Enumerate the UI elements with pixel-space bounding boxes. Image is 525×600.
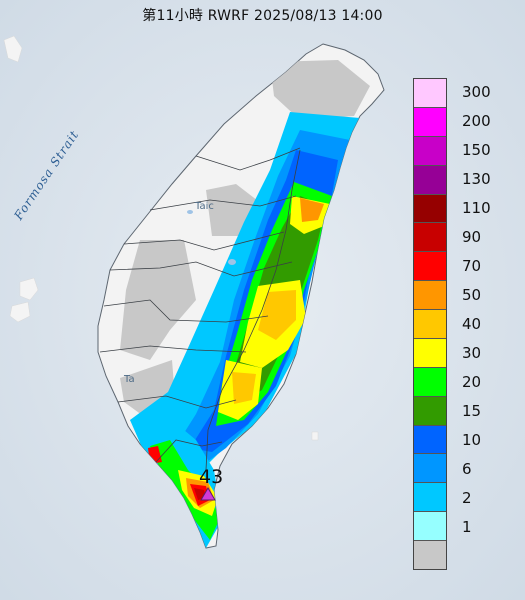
legend-swatch: [414, 165, 446, 195]
rain-cell-gray-central: [120, 240, 196, 360]
legend-swatch: [414, 107, 446, 137]
legend-swatch: [414, 194, 446, 224]
legend-swatch: [414, 483, 446, 513]
rain-cell-orange-b: [232, 372, 256, 404]
boundary-line: [103, 299, 269, 323]
boundary-line: [195, 147, 301, 171]
legend-label: [462, 541, 512, 570]
penghu-island-north: [19, 277, 39, 301]
rainfall-overlay: [120, 60, 370, 548]
legend-swatch: [414, 425, 446, 455]
legend-swatch: [414, 396, 446, 426]
place-label-taichung: Taic: [195, 201, 214, 212]
legend-swatch: [414, 454, 446, 484]
map-title: 第11小時 RWRF 2025/08/13 14:00: [142, 8, 383, 24]
county-boundaries: [99, 147, 301, 471]
boundary-line: [155, 439, 223, 463]
reservoir: [187, 210, 193, 214]
legend-label: 50: [462, 286, 482, 305]
boundary-line: [99, 345, 247, 353]
legend-swatch: [414, 252, 446, 282]
rain-cell-orange-c: [300, 198, 324, 222]
legend-swatch: [414, 79, 446, 108]
place-label-tainan: Ta: [124, 374, 135, 385]
legend-label: 300: [462, 83, 491, 102]
legend-label: 2: [462, 488, 472, 507]
rain-cell-orange-a: [258, 290, 296, 340]
boundary-line: [205, 149, 301, 471]
peak-rainfall-value: 43: [199, 466, 224, 488]
matsu-island: [3, 35, 23, 63]
green-island: [311, 431, 319, 441]
legend-swatch: [414, 223, 446, 253]
offshore-islands: [3, 35, 319, 441]
penghu-island-south: [9, 301, 31, 323]
legend-label: 70: [462, 257, 482, 276]
peak-triangle-icon: [200, 487, 216, 501]
legend-swatch: [414, 367, 446, 397]
rain-cell-gray-northeast: [270, 60, 370, 120]
legend-swatch: [414, 512, 446, 541]
boundary-line: [123, 231, 285, 251]
legend-swatch: [414, 136, 446, 166]
legend-swatch: [414, 338, 446, 368]
legend-label: 90: [462, 228, 482, 247]
legend-swatch: [414, 310, 446, 339]
legend-label: 30: [462, 343, 482, 362]
legend-swatch: [414, 281, 446, 310]
boundary-line: [109, 261, 293, 277]
boundary-line: [149, 195, 297, 211]
legend-label-column: 300 200 150 130 110 90 70 50 40 30 20 15 10 6 2 1: [462, 78, 512, 570]
legend-label: 20: [462, 372, 482, 391]
legend-swatch: [414, 541, 446, 569]
legend-label: 130: [462, 170, 491, 189]
legend-label: 200: [462, 112, 491, 131]
legend-label: 40: [462, 314, 482, 333]
legend-label: 110: [462, 199, 491, 218]
boundary-line: [117, 395, 237, 409]
legend-label: 15: [462, 401, 482, 420]
legend-label: 150: [462, 141, 491, 160]
legend-label: 6: [462, 459, 472, 478]
legend-label: 10: [462, 430, 482, 449]
legend-label: 1: [462, 517, 472, 536]
sun-moon-lake: [228, 259, 236, 265]
legend-color-bar: [413, 78, 447, 570]
